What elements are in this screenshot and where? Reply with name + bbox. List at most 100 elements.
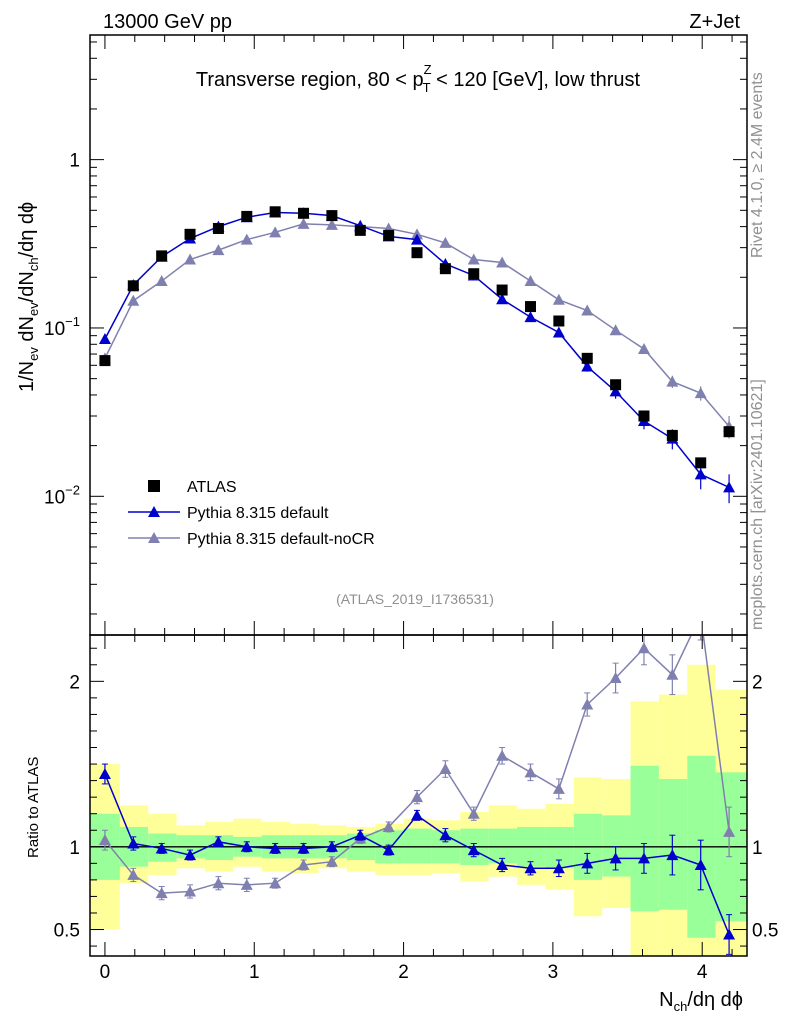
ratio-point [127,868,140,880]
data-point [581,360,594,372]
ratio-point [524,862,537,874]
data-point [99,355,111,367]
band-inner [545,826,574,869]
ratio-point [98,767,111,779]
data-point [695,457,707,469]
data-point [212,222,224,234]
band-inner [658,778,688,910]
data-point [155,275,168,287]
ratio-point [354,829,367,841]
data-point [98,332,111,344]
data-point [212,244,225,256]
data-point [694,468,707,480]
x-tick-label-1: 1 [249,962,260,983]
data-point [496,284,508,296]
ratio-frame [89,634,748,957]
ratio-y-tick-label-2: 2 [69,672,80,693]
band-inner [630,765,659,912]
legend-label-2: Pythia 8.315 default-noCR [187,531,375,548]
data-point [496,293,509,305]
title-subscript: T [423,80,431,95]
ratio-point [552,782,565,794]
ratio-point [184,885,197,897]
ratio-point [155,842,168,854]
ratio-y-tick-label-0: 0.5 [54,921,80,942]
data-point [383,229,395,241]
ratio-point [524,766,537,778]
legend-marker-atlas [148,480,160,492]
ratio-point [382,844,395,856]
ratio-point [637,852,650,864]
data-point [610,379,622,391]
ylabel-sub-3: ch [26,257,41,271]
data-point [552,326,565,338]
data-point [638,410,650,422]
ratio-point [184,849,197,861]
data-point [325,218,338,230]
ratio-point [212,835,225,847]
ratio-point [297,842,310,854]
band-inner [403,828,432,864]
ratio-series-pythia-default [98,763,736,955]
data-point [552,293,565,305]
series-atlas [99,206,735,469]
ratio-point [666,849,679,861]
data-point [411,233,424,245]
ylabel-sub-1: ev [26,347,41,361]
y-tick-label-0: 1 [69,151,80,172]
band-inner [602,815,631,877]
ratio-point [325,840,338,852]
ratio-point [666,668,679,680]
data-point [298,207,310,219]
ratio-y-tick-label-1: 1 [69,838,80,859]
analysis-watermark: (ATLAS_2019_I1736531) [336,591,494,607]
xlabel-part-2: /dη dϕ [687,989,743,1011]
ylabel-sub-2: ev [26,302,41,316]
ratio-point [155,887,168,899]
data-point [184,228,196,240]
ratio-point [297,858,310,870]
ratio-point [695,609,707,620]
ratio-point [240,840,253,852]
data-point [723,426,735,438]
y-tick-label-2: 10−2 [44,482,80,508]
ratio-y-tick-label-right-1: 1 [752,838,763,859]
xlabel-sub: ch [674,999,688,1014]
data-point [240,233,253,245]
ratio-point [382,820,395,832]
ratio-point [269,877,282,889]
ratio-point [723,825,736,837]
data-point [524,275,537,287]
title-part-2: < 120 [GeV], low thrust [431,69,641,91]
ratio-point [240,878,253,890]
ratio-point [581,698,594,710]
main-panel: 1 10−1 10−2 Transverse region, 80 < pZ T < … [16,34,748,636]
ratio-point [496,858,509,870]
ratio-series-pythia-nocr [98,609,736,901]
ylabel-part-4: /dη dϕ [16,202,38,258]
data-point [184,253,197,265]
ratio-point [127,837,140,849]
data-point [694,387,707,399]
title-part-1: Transverse region, 80 < p [196,69,424,91]
data-point [468,268,480,280]
ratio-point [325,855,338,867]
legend-label-0: ATLAS [187,479,237,496]
ratio-point [723,928,736,940]
ratio-point [467,844,480,856]
data-point [581,304,594,316]
data-point [609,385,622,397]
ratio-point [439,763,452,775]
ratio-panel: 0.5 0.5 1 1 2 2 0 1 2 3 4 Ratio to ATLAS Nch/dη dϕ [25,609,778,1014]
ratio-point [411,809,424,821]
ratio-point [98,834,111,846]
x-axis-label: Nch/dη dϕ [659,989,743,1014]
data-point [269,226,282,238]
ratio-point [467,807,480,819]
data-point [269,206,281,218]
data-point [553,315,565,327]
data-point [297,217,310,229]
x-tick-label-2: 2 [398,962,409,983]
ratio-point [552,862,565,874]
x-tick-label-3: 3 [548,962,559,983]
